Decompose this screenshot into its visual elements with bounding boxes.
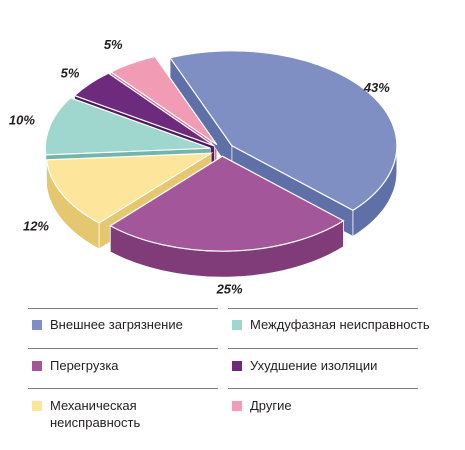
legend-swatch: [232, 401, 242, 411]
slice-value-label: 5%: [104, 37, 123, 52]
slice-value-label: 43%: [363, 80, 390, 95]
pie-slice: [73, 72, 215, 147]
pie-value-labels: 43% 25% 12% 10% 5% 5%: [9, 37, 390, 296]
legend-label: Внешнее загрязнение: [50, 317, 183, 332]
legend-item-overload: Перегрузка: [28, 348, 218, 388]
legend-divider: [228, 348, 418, 349]
legend-swatch: [32, 401, 42, 411]
legend-swatch: [232, 320, 242, 330]
pie-slice: [45, 152, 214, 224]
slice-value-label: 5%: [61, 65, 80, 80]
slice-value-label: 12%: [23, 219, 49, 234]
legend-label: Механическая неисправность: [50, 398, 141, 430]
legend: Внешнее загрязнение Перегрузка Механичес…: [0, 300, 465, 450]
legend-item-insulation-degradation: Ухудшение изоляции: [228, 348, 418, 388]
legend-divider: [28, 308, 218, 309]
legend-label: Междуфазная неисправность: [250, 317, 430, 332]
pie-slice: [169, 50, 398, 212]
pie-top-faces: [44, 50, 398, 252]
legend-divider: [228, 308, 418, 309]
legend-label: Ухудшение изоляции: [250, 358, 378, 373]
legend-item-external-contamination: Внешнее загрязнение: [28, 308, 218, 348]
legend-swatch: [32, 361, 42, 371]
pie-slice: [109, 155, 345, 252]
legend-item-mechanical-fault: Механическая неисправность: [28, 388, 218, 438]
pie-slice: [109, 55, 218, 146]
legend-item-phase-to-phase-fault: Междуфазная неисправность: [228, 308, 430, 348]
legend-swatch: [32, 320, 42, 330]
legend-divider: [28, 348, 218, 349]
legend-swatch: [232, 361, 242, 371]
slice-value-label: 10%: [9, 113, 35, 128]
legend-divider: [228, 388, 418, 389]
legend-label: Перегрузка: [50, 358, 119, 373]
legend-label: Другие: [250, 398, 292, 413]
pie-slice: [44, 97, 211, 156]
legend-divider: [28, 388, 218, 389]
slice-value-label: 25%: [216, 281, 243, 296]
legend-item-other: Другие: [228, 388, 418, 438]
pie-chart: 43% 25% 12% 10% 5% 5%: [9, 37, 398, 296]
